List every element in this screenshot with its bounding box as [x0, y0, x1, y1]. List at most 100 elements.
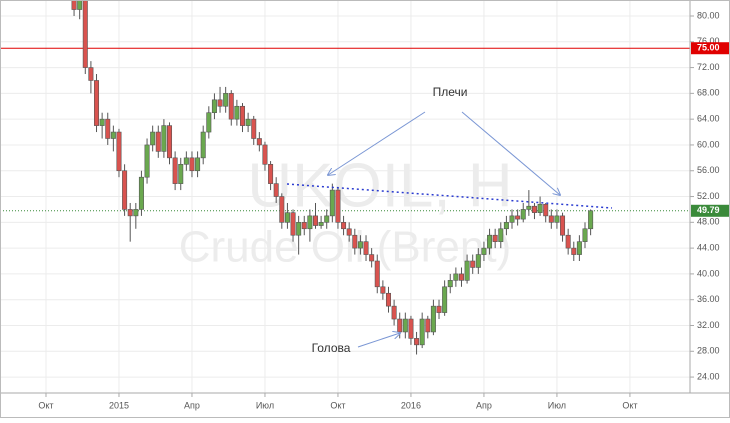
candle-body [470, 260, 476, 268]
x-tick-label: Июл [256, 400, 274, 410]
candle-body [425, 318, 431, 333]
candle-body [127, 209, 133, 217]
candle-body [458, 273, 464, 281]
candle-body [228, 93, 234, 120]
candle-body [99, 118, 105, 126]
candle-body [464, 260, 470, 281]
y-tick-label: 28.00 [697, 346, 720, 356]
candle-body [329, 189, 335, 217]
y-tick-label: 44.00 [697, 242, 720, 252]
candle-body [442, 286, 448, 313]
candle-body [374, 260, 380, 288]
candle-body [565, 234, 571, 249]
candle-body [167, 125, 173, 159]
candle-body [526, 205, 532, 210]
candle-body [312, 215, 318, 226]
candle-body [71, 0, 77, 10]
candle-body [385, 292, 391, 307]
candle-body [301, 222, 307, 230]
x-tick-label: Окт [330, 400, 345, 410]
candle-body [335, 189, 341, 223]
candle-body [268, 163, 274, 184]
candle-body [571, 247, 577, 255]
candle-body [492, 234, 498, 242]
candle-body [144, 144, 150, 178]
candle-body [133, 209, 139, 217]
y-tick-label: 24.00 [697, 371, 720, 381]
candle-body [503, 222, 509, 230]
x-tick-label: Окт [38, 400, 53, 410]
grid [0, 0, 690, 393]
candle-body [307, 215, 313, 230]
candle-body [284, 212, 290, 223]
candle-body [262, 144, 268, 165]
x-tick-label: Апр [476, 400, 492, 410]
candle-body [110, 131, 116, 139]
candle-body [576, 241, 582, 255]
candle-body [475, 254, 481, 268]
candle-body [531, 205, 537, 213]
candle-body [543, 203, 549, 217]
x-tick-label: 2015 [109, 400, 129, 410]
candle-body [245, 118, 251, 126]
candle-body [155, 131, 161, 152]
candle-body [178, 163, 184, 184]
candle-body [481, 247, 487, 255]
candle-body [554, 215, 560, 223]
y-tick-label: 36.00 [697, 294, 720, 304]
y-tick-label: 60.00 [697, 139, 720, 149]
candle-body [318, 222, 324, 226]
annotation: Плечи [433, 85, 468, 99]
candle-body [77, 0, 83, 10]
candle-body [183, 157, 189, 165]
y-tick-label: 56.00 [697, 165, 720, 175]
candle-body [397, 318, 403, 333]
candle-body [138, 176, 144, 210]
candle-body [560, 215, 566, 236]
candle-body [211, 99, 217, 114]
candle-body [588, 210, 594, 230]
candle-body [391, 305, 397, 320]
y-tick-label: 40.00 [697, 268, 720, 278]
arrow [357, 333, 400, 348]
candle-body [414, 338, 420, 346]
candle-body [369, 254, 375, 262]
candle-body [537, 203, 543, 213]
candle-body [206, 112, 212, 133]
price-tag [691, 204, 729, 217]
candle-body [582, 228, 588, 242]
candle-body [509, 215, 515, 223]
price-tag [691, 42, 729, 55]
y-tick-label: 52.00 [697, 191, 720, 201]
candle-body [223, 93, 229, 107]
candle-body [290, 212, 296, 236]
y-tick-label: 32.00 [697, 320, 720, 330]
arrow [461, 111, 560, 195]
candle-body [363, 241, 369, 255]
candle-body [548, 215, 554, 223]
candle-body [172, 157, 178, 184]
y-tick-label: 68.00 [697, 88, 720, 98]
candle-body [430, 305, 436, 333]
candle-body [296, 222, 302, 236]
y-tick-label: 48.00 [697, 217, 720, 227]
candle-body [402, 318, 408, 333]
candle-body [324, 215, 330, 223]
x-tick-label: 2016 [401, 400, 421, 410]
candle-body [436, 305, 442, 313]
y-tick-label: 72.00 [697, 62, 720, 72]
candle-body [380, 286, 386, 294]
arrow [328, 111, 426, 175]
annotation: Голова [312, 341, 351, 355]
price-label: 49.79 [697, 205, 720, 215]
candle-body [251, 118, 257, 139]
neckline [286, 183, 613, 209]
candle-body [352, 234, 358, 249]
candle-body [447, 280, 453, 288]
candle-body [200, 131, 206, 159]
candle-body [346, 228, 352, 236]
candle-body [105, 118, 111, 139]
candle-body [122, 170, 128, 210]
